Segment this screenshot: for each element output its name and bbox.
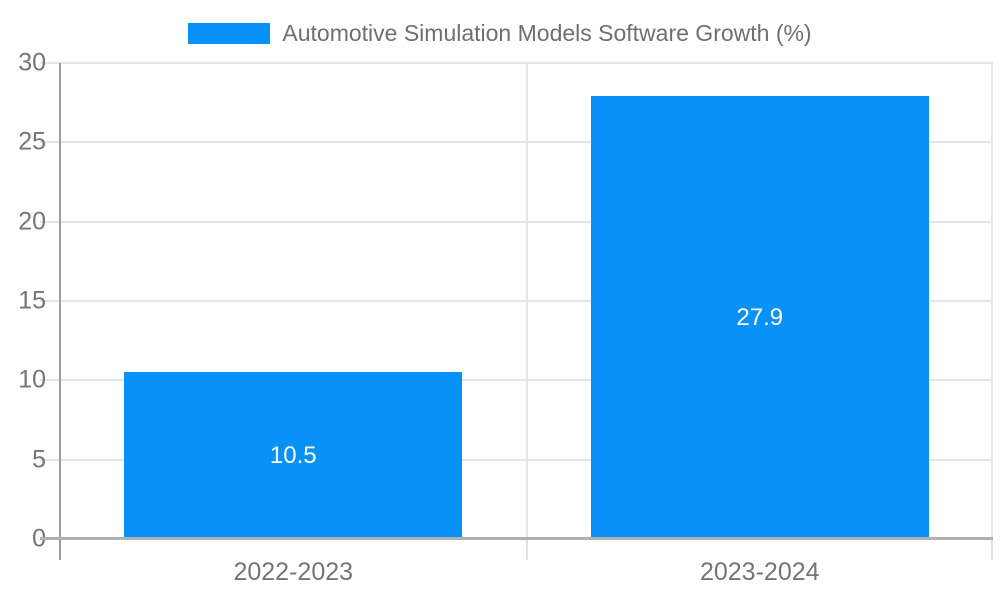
x-axis-tick-label: 2023-2024	[699, 558, 820, 586]
y-tick-mark	[40, 300, 60, 302]
bar-value-label: 10.5	[269, 441, 317, 469]
x-axis-tick-label: 2022-2023	[233, 558, 354, 586]
legend: Automotive Simulation Models Software Gr…	[0, 20, 1000, 46]
y-axis-tick-label: 25	[18, 127, 46, 156]
y-tick-mark	[40, 141, 60, 144]
bar-value-label: 27.9	[736, 303, 784, 331]
y-tick-mark	[40, 220, 60, 223]
legend-label: Automotive Simulation Models Software Gr…	[282, 19, 812, 46]
x-tick-mark	[991, 539, 993, 560]
bar-2022-2023[interactable]	[124, 372, 462, 539]
bar-2023-2024[interactable]	[591, 96, 929, 539]
y-axis-tick-label: 20	[18, 207, 46, 236]
y-tick-mark	[40, 62, 60, 64]
plot-area: 10.5 27.9	[40, 62, 993, 560]
y-axis-tick-label: 30	[18, 48, 46, 77]
legend-swatch	[188, 22, 271, 44]
y-axis-tick-label: 10	[18, 365, 46, 394]
gridline-x	[525, 63, 528, 539]
y-tick-mark	[40, 379, 60, 382]
y-tick-mark	[40, 458, 60, 461]
y-axis-tick-label: 5	[32, 445, 46, 474]
x-axis-baseline	[40, 537, 993, 540]
y-axis-tick-label: 0	[0, 525, 46, 554]
y-axis-tick-label: 15	[18, 286, 46, 315]
y-axis-line	[59, 63, 61, 560]
x-tick-mark	[525, 539, 528, 560]
gridline-x	[991, 63, 993, 539]
